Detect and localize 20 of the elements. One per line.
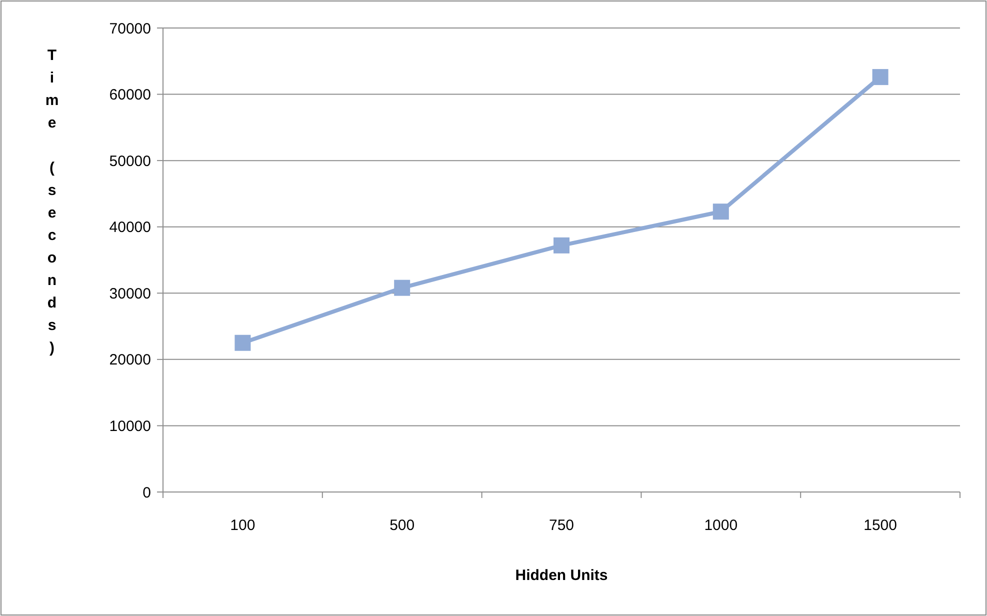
y-tick-label: 60000 xyxy=(109,86,151,104)
point xyxy=(872,69,888,86)
y-tick-label: 0 xyxy=(142,484,151,502)
x-tick-label: 100 xyxy=(230,517,256,534)
x-tick-label: 500 xyxy=(390,517,415,534)
x-tick-label: 1500 xyxy=(864,517,897,534)
point xyxy=(234,334,251,351)
y-tick-label: 40000 xyxy=(109,219,151,236)
y-tick-label: 70000 xyxy=(109,20,151,38)
y-tick-label: 50000 xyxy=(109,152,151,170)
point xyxy=(712,204,729,220)
y-tick-label: 10000 xyxy=(109,418,151,435)
x-axis-title: Hidden Units xyxy=(515,567,608,584)
point xyxy=(394,280,410,296)
y-tick-label: 30000 xyxy=(109,285,151,302)
x-tick-label: 750 xyxy=(548,517,574,534)
x-tick-label: 1000 xyxy=(704,517,738,534)
y-tick-label: 20000 xyxy=(109,352,151,369)
point xyxy=(554,237,570,254)
text: Time (seconds) xyxy=(45,47,59,356)
